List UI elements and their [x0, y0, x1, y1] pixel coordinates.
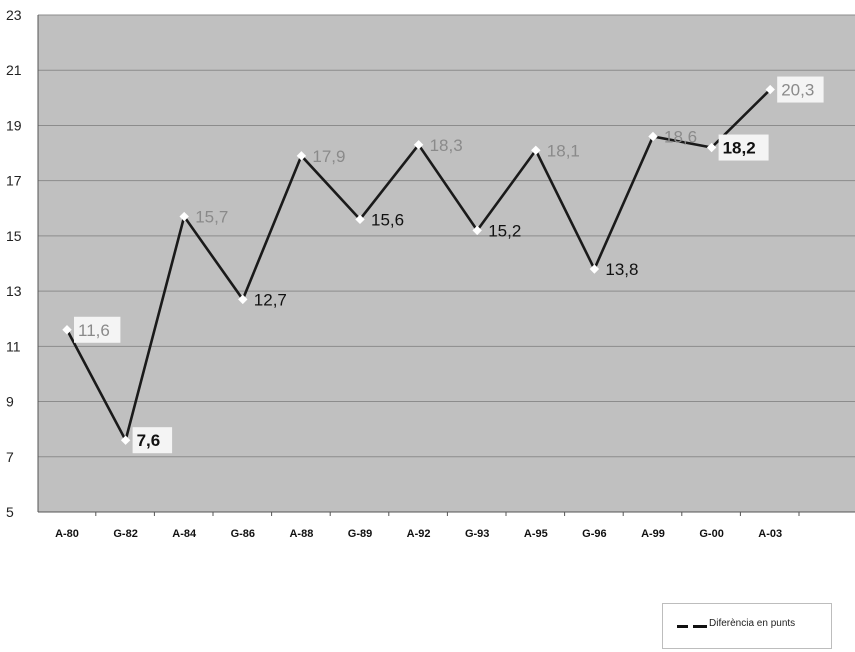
- y-tick-label: 13: [6, 283, 22, 299]
- data-point: [765, 84, 775, 95]
- data-point: [531, 145, 541, 156]
- y-tick-label: 21: [6, 62, 22, 78]
- y-tick-label: 23: [6, 7, 22, 23]
- x-tick-label: G-00: [699, 528, 723, 540]
- data-point: [296, 151, 307, 161]
- legend-series-label: Diferència en punts: [709, 618, 796, 629]
- legend-line-swatch: [677, 625, 707, 628]
- x-tick-label: A-92: [407, 528, 431, 540]
- y-tick-label: 19: [6, 117, 22, 133]
- data-point: [62, 325, 72, 335]
- data-point: [355, 214, 365, 225]
- x-tick-label: G-82: [113, 528, 137, 540]
- x-tick-label: A-88: [289, 528, 313, 540]
- x-tick-label: A-95: [524, 528, 548, 540]
- data-point: [179, 211, 189, 222]
- data-label: 11,6: [78, 321, 110, 340]
- data-label: 7,6: [137, 431, 161, 450]
- x-tick-label: G-86: [231, 528, 255, 540]
- y-tick-label: 15: [6, 228, 22, 244]
- data-point: [589, 264, 600, 274]
- data-point: [472, 225, 482, 236]
- data-label: 15,2: [488, 221, 521, 240]
- plot-area: [38, 15, 855, 512]
- y-tick-label: 17: [6, 173, 22, 189]
- x-tick-label: G-96: [582, 528, 606, 540]
- x-tick-label: A-80: [55, 528, 79, 540]
- data-label: 15,7: [195, 208, 228, 227]
- data-label: 15,6: [371, 210, 404, 229]
- data-point: [648, 131, 658, 142]
- data-label-box: [777, 76, 824, 103]
- data-point: [413, 140, 424, 150]
- data-label: 18,3: [430, 136, 463, 155]
- data-point: [120, 435, 131, 445]
- x-tick-label: G-89: [348, 528, 372, 540]
- data-label: 17,9: [312, 147, 345, 166]
- chart-legend: Diferència en punts: [662, 603, 832, 649]
- y-tick-label: 9: [6, 394, 14, 410]
- x-tick-label: A-03: [758, 528, 782, 540]
- x-tick-label: A-99: [641, 528, 665, 540]
- data-label-box: [718, 134, 769, 161]
- data-label: 20,3: [781, 81, 814, 100]
- x-tick-label: G-93: [465, 528, 489, 540]
- data-point: [238, 294, 248, 305]
- data-label: 18,2: [723, 139, 756, 158]
- data-label: 13,8: [605, 260, 638, 279]
- data-label-box: [132, 427, 173, 454]
- x-tick-label: A-84: [172, 528, 197, 540]
- data-label: 12,7: [254, 290, 287, 309]
- y-tick-label: 11: [6, 338, 21, 354]
- data-label: 18,1: [547, 141, 580, 160]
- y-tick-label: 7: [6, 449, 14, 465]
- y-tick-label: 5: [6, 504, 14, 520]
- data-label-box: [74, 316, 121, 343]
- data-label: 18,6: [664, 127, 697, 146]
- data-point: [706, 142, 717, 153]
